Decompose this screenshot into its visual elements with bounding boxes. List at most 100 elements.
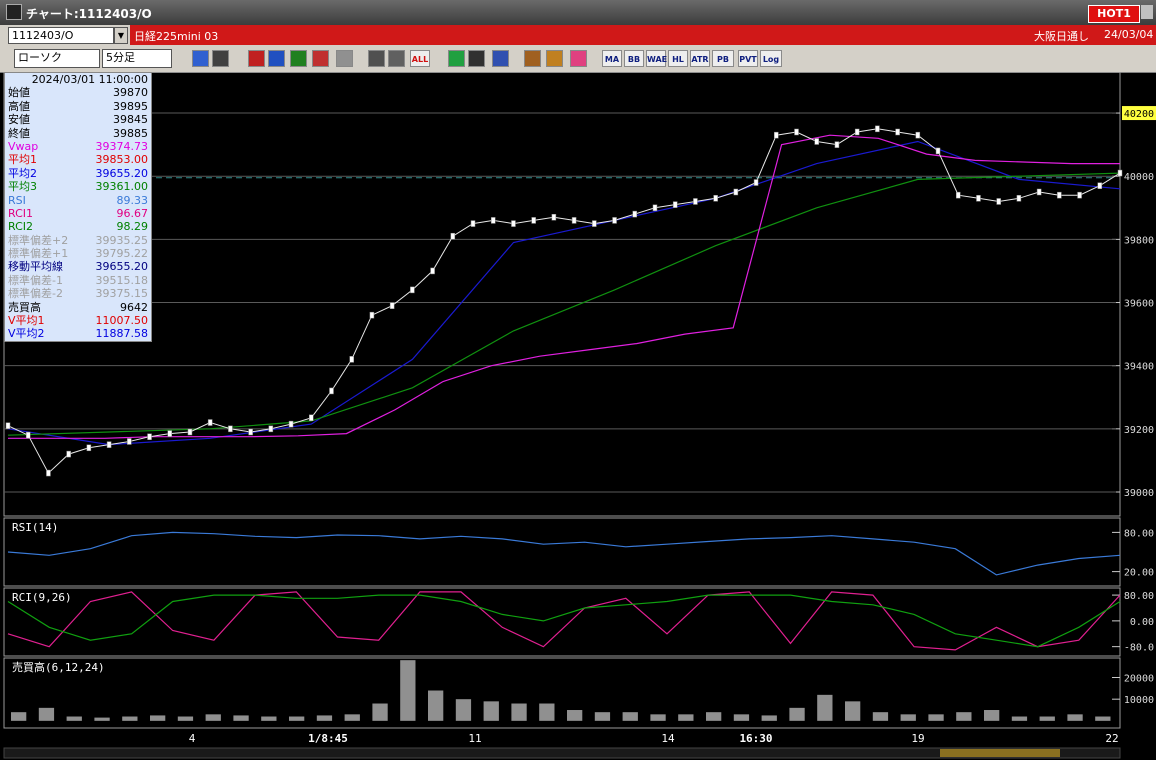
series-line — [7, 531, 1121, 576]
info-value: 11887.58 — [95, 327, 149, 341]
info-value: 9642 — [120, 300, 148, 314]
toolbar-icon[interactable] — [570, 50, 587, 67]
close-marker — [1117, 169, 1123, 177]
toolbar-icon[interactable] — [212, 50, 229, 67]
volume-bar — [344, 714, 360, 721]
toolbar-icon[interactable] — [312, 50, 329, 67]
toolbar-button[interactable]: MA — [602, 50, 622, 67]
volume-bar — [177, 716, 194, 721]
toolbar-icon[interactable] — [336, 50, 353, 67]
info-row: V平均2 11887.58 — [5, 327, 151, 340]
toolbar-icon[interactable] — [524, 50, 541, 67]
volume-bar — [38, 707, 55, 721]
chart-area: 39000 39200 39400 39600 39800 40000 40200 80.00… — [3, 72, 1156, 759]
info-label: 移動平均線 — [8, 260, 63, 274]
app-icon — [6, 4, 22, 20]
x-tick-label: 4 — [189, 732, 196, 745]
toolbar-icon[interactable] — [388, 50, 405, 67]
toolbar-icon[interactable] — [468, 50, 485, 67]
close-marker — [956, 191, 961, 199]
info-row: 平均1 39853.00 — [5, 153, 151, 166]
info-row: 標準偏差-2 39375.15 — [5, 287, 151, 300]
close-marker — [774, 131, 779, 139]
close-button[interactable] — [1141, 5, 1153, 19]
close-marker — [652, 204, 658, 212]
toolbar-button[interactable]: ALL — [410, 50, 430, 67]
toolbar-icon[interactable] — [248, 50, 265, 67]
toolbar-button[interactable]: HL — [668, 50, 688, 67]
x-tick-label: 1/8:45 — [308, 732, 348, 745]
close-marker — [207, 419, 213, 426]
toolbar-button[interactable]: WAE — [646, 50, 667, 67]
interval-select[interactable]: 5分足 — [102, 49, 172, 68]
info-value: 39895 — [113, 99, 148, 113]
close-marker — [490, 217, 496, 224]
info-label: 平均3 — [8, 180, 37, 194]
info-label: 標準偏差-1 — [8, 273, 63, 287]
toolbar-icon[interactable] — [546, 50, 563, 67]
close-marker — [46, 469, 51, 477]
x-tick-label: 22 — [1105, 732, 1118, 745]
volume-bar — [984, 710, 1000, 721]
hot-button[interactable]: HOT1 — [1088, 5, 1140, 23]
y-tick-label: 20.00 — [1124, 568, 1154, 579]
info-value: 11007.50 — [95, 314, 149, 328]
volume-bar — [11, 712, 27, 721]
symbol-input[interactable]: 1112403/O — [8, 27, 114, 44]
toolbar-button[interactable]: BB — [624, 50, 644, 67]
volume-bar — [678, 714, 694, 721]
info-label: 売買高 — [8, 300, 41, 314]
close-marker — [632, 210, 638, 218]
toolbar-icon[interactable] — [492, 50, 509, 67]
info-value: 98.29 — [116, 220, 149, 234]
volume-bar — [622, 712, 638, 721]
close-marker — [106, 441, 112, 448]
volume-bar — [122, 716, 138, 721]
info-label: 平均1 — [8, 153, 37, 167]
volume-bar — [483, 701, 499, 721]
toolbar-icon[interactable] — [290, 50, 307, 67]
y-tick-label: 39400 — [1124, 362, 1154, 373]
toolbar-icon[interactable] — [448, 50, 465, 67]
close-marker — [309, 414, 314, 422]
y-tick-label: 39200 — [1124, 425, 1154, 436]
x-tick-label: 11 — [468, 732, 481, 745]
info-row: RCI2 98.29 — [5, 220, 151, 233]
toolbar-icon[interactable] — [192, 50, 209, 67]
info-label: RCI1 — [8, 206, 34, 220]
volume-bar — [539, 703, 555, 721]
volume-bar — [817, 694, 833, 721]
close-marker — [794, 128, 799, 136]
volume-bar — [233, 715, 249, 721]
close-marker — [430, 267, 435, 275]
info-row: 平均3 39361.00 — [5, 180, 151, 193]
close-marker — [854, 128, 860, 136]
toolbar-button[interactable]: Log — [760, 50, 782, 67]
symbol-dropdown[interactable]: ▼ — [114, 27, 128, 44]
toolbar-button[interactable]: PB — [712, 50, 734, 67]
close-marker — [167, 430, 172, 437]
title-bar: チャート:1112403/O HOT1 — [0, 0, 1156, 25]
toolbar-button[interactable]: ATR — [690, 50, 710, 67]
y-tick-label: 39800 — [1124, 235, 1154, 246]
info-rows: 始値 39870 高値 39895 安値 39845 終値 39885 Vwap 39374.73… — [5, 86, 151, 340]
toolbar-icon[interactable] — [268, 50, 285, 67]
toolbar-button[interactable]: PVT — [738, 50, 758, 67]
date: 24/03/04 — [1104, 28, 1154, 41]
close-marker — [1097, 182, 1103, 189]
volume-bar — [733, 714, 750, 721]
volume-bar — [150, 715, 166, 721]
volume-bar — [205, 714, 221, 721]
volume-bar — [511, 703, 527, 721]
close-marker — [389, 302, 395, 309]
chart-style-select[interactable]: ローソク — [14, 49, 100, 68]
info-row: 標準偏差-1 39515.18 — [5, 274, 151, 287]
volume-bar — [789, 707, 805, 721]
y-tick-label: 80.00 — [1124, 591, 1154, 602]
info-row: 標準偏差+2 39935.25 — [5, 234, 151, 247]
close-marker — [66, 450, 71, 458]
close-marker — [1077, 191, 1082, 199]
toolbar-icon[interactable] — [368, 50, 385, 67]
info-row: 標準偏差+1 39795.22 — [5, 247, 151, 260]
volume-bar — [900, 714, 916, 721]
